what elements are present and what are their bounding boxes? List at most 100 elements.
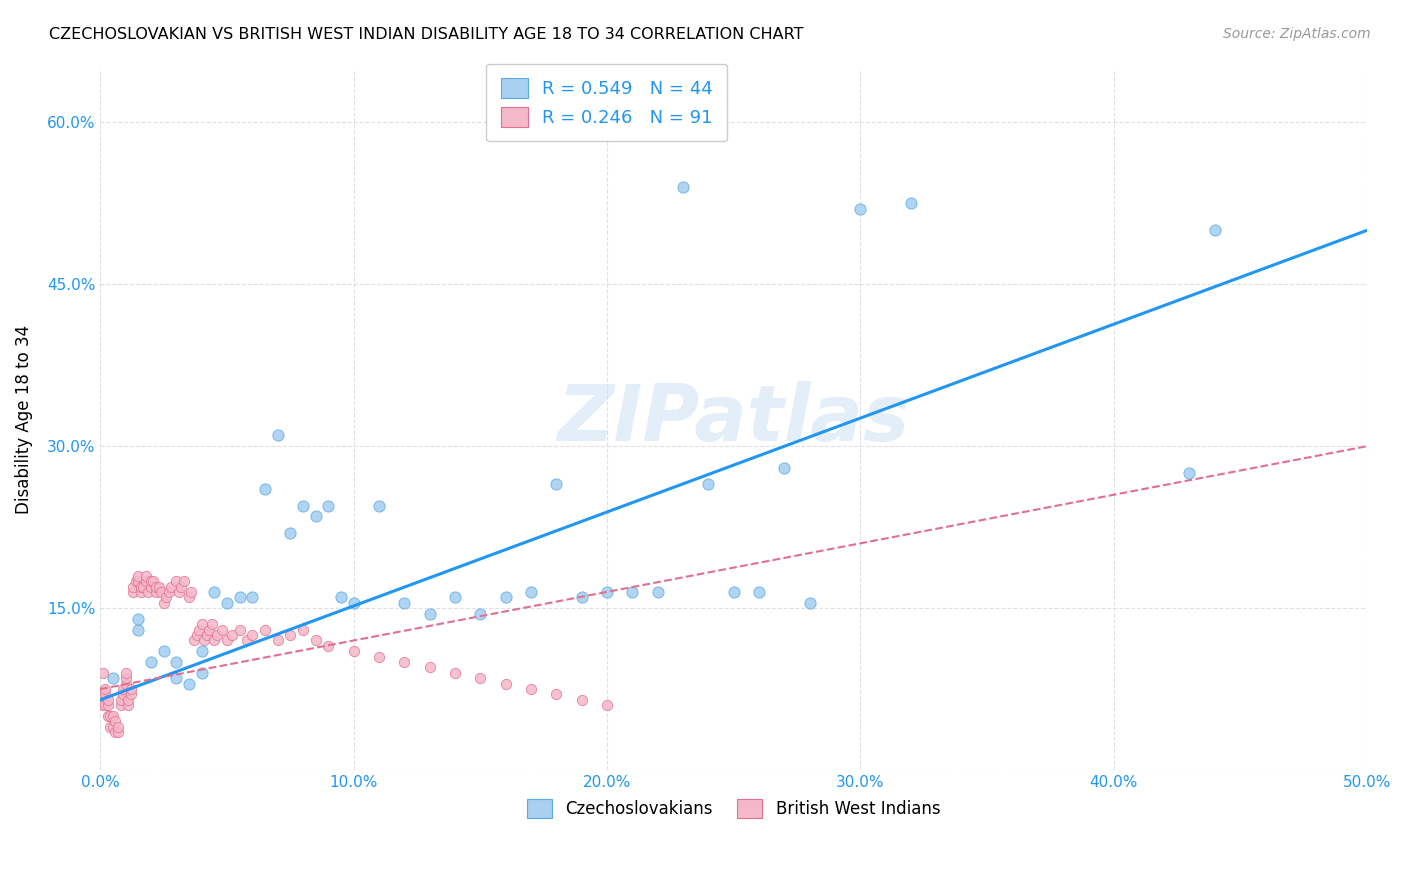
Point [444,665,467,680]
Point [114,676,136,690]
Point [157,585,180,599]
Point [900,196,922,211]
Legend: Czechoslovakians, British West Indians: Czechoslovakians, British West Indians [520,793,948,825]
Point [173,574,195,589]
Point [97,709,120,723]
Point [1204,223,1226,237]
Point [253,623,276,637]
Point [165,655,187,669]
Point [329,591,352,605]
Point [97,693,120,707]
Point [596,585,619,599]
Point [419,607,441,621]
Point [215,596,238,610]
Point [190,617,212,632]
Point [202,633,225,648]
Text: CZECHOSLOVAKIAN VS BRITISH WEST INDIAN DISABILITY AGE 18 TO 34 CORRELATION CHART: CZECHOSLOVAKIAN VS BRITISH WEST INDIAN D… [49,27,804,42]
Point [444,591,467,605]
Point [132,580,155,594]
Point [125,574,148,589]
Point [520,681,543,696]
Point [152,644,174,658]
Point [470,671,492,685]
Point [114,665,136,680]
Point [165,574,187,589]
Point [110,698,132,713]
Point [160,580,183,594]
Point [773,460,796,475]
Point [367,649,389,664]
Point [571,693,593,707]
Point [278,525,301,540]
Point [97,698,120,713]
Point [148,580,170,594]
Point [546,688,568,702]
Point [127,568,149,582]
Point [145,585,167,599]
Point [94,698,117,713]
Point [211,623,233,637]
Point [190,644,212,658]
Point [367,499,389,513]
Point [170,580,193,594]
Point [470,607,492,621]
Point [240,591,263,605]
Point [342,596,364,610]
Point [104,725,127,739]
Point [278,628,301,642]
Point [100,709,122,723]
Point [129,580,152,594]
Point [316,499,339,513]
Point [202,585,225,599]
Point [177,676,200,690]
Point [342,644,364,658]
Point [94,681,117,696]
Point [94,688,117,702]
Point [799,596,821,610]
Point [117,698,139,713]
Point [546,477,568,491]
Point [114,671,136,685]
Point [188,623,211,637]
Point [266,428,288,442]
Point [91,665,114,680]
Point [392,596,415,610]
Point [177,591,200,605]
Point [304,633,326,648]
Point [167,585,190,599]
Point [291,623,314,637]
Point [195,628,218,642]
Point [122,585,145,599]
Point [100,720,122,734]
Point [849,202,872,216]
Point [135,568,157,582]
Text: ZIPatlas: ZIPatlas [557,381,910,458]
Point [127,623,149,637]
Point [107,725,129,739]
Point [120,681,142,696]
Point [697,477,720,491]
Point [139,655,162,669]
Point [107,720,129,734]
Point [138,585,160,599]
Point [266,633,288,648]
Point [180,585,202,599]
Text: Source: ZipAtlas.com: Source: ZipAtlas.com [1223,27,1371,41]
Point [236,633,259,648]
Point [316,639,339,653]
Point [127,574,149,589]
Point [165,671,187,685]
Point [304,509,326,524]
Point [127,612,149,626]
Point [392,655,415,669]
Point [117,693,139,707]
Point [152,596,174,610]
Point [495,676,517,690]
Point [621,585,644,599]
Point [221,628,243,642]
Point [139,574,162,589]
Point [193,633,215,648]
Point [101,720,124,734]
Point [150,585,173,599]
Point [120,688,142,702]
